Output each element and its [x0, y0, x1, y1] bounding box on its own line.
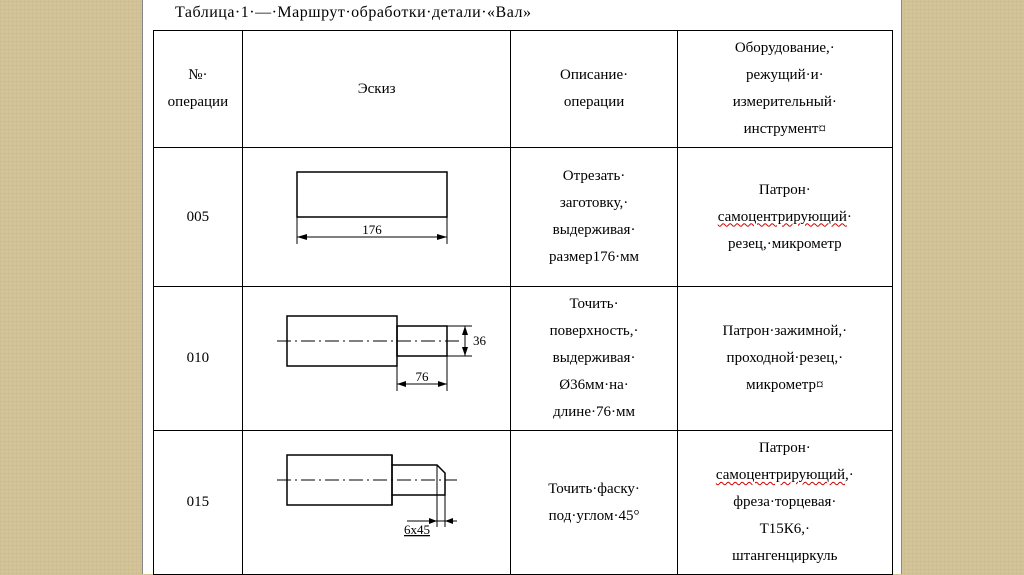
- table-row: 005 176 Отрезать·заготовку,·выдержива: [154, 148, 893, 287]
- cell-desc: Отрезать·заготовку,·выдерживая·размер176…: [511, 148, 677, 287]
- document-page: Таблица·1·—·Маршрут·обработки·детали·«Ва…: [142, 0, 902, 574]
- desc-text: Точить·фаску·под·углом·45°: [548, 481, 640, 524]
- cell-op: 015: [154, 431, 243, 575]
- routing-table: №·операции Эскиз Описание·операции Обору…: [153, 30, 893, 575]
- desc-text: Точить·поверхность,·выдерживая·Ø36мм·на·…: [550, 296, 639, 420]
- header-op: №·операции: [154, 31, 243, 148]
- dim-76: 76: [415, 369, 429, 384]
- sketch-010: 36 76: [249, 291, 505, 426]
- equip-pre: Патрон·зажимной,·проходной·резец,·микром…: [722, 323, 847, 393]
- header-sketch-text: Эскиз: [358, 81, 396, 97]
- cell-sketch: 6x45: [242, 431, 511, 575]
- dim-36: 36: [473, 333, 487, 348]
- desc-text: Отрезать·заготовку,·выдерживая·размер176…: [549, 168, 639, 265]
- cell-sketch: 36 76: [242, 287, 511, 431]
- header-desc: Описание·операции: [511, 31, 677, 148]
- table-row: 010 3: [154, 287, 893, 431]
- equip-red: самоцентрирующий: [718, 209, 847, 225]
- equip-red: самоцентрирующий: [716, 467, 845, 483]
- header-equip: Оборудование,·режущий·и·измерительный·ин…: [677, 31, 892, 148]
- dim-chamfer: 6x45: [404, 522, 430, 537]
- cell-desc: Точить·фаску·под·углом·45°: [511, 431, 677, 575]
- header-op-text: №·операции: [168, 67, 228, 110]
- table-header-row: №·операции Эскиз Описание·операции Обору…: [154, 31, 893, 148]
- sketch-005: 176: [249, 152, 505, 282]
- header-sketch: Эскиз: [242, 31, 511, 148]
- equip-pre: Патрон·: [759, 182, 811, 198]
- cell-sketch: 176: [242, 148, 511, 287]
- cell-equip: Патрон·самоцентрирующий,·фреза·торцевая·…: [677, 431, 892, 575]
- op-number: 015: [187, 494, 210, 510]
- cell-op: 010: [154, 287, 243, 431]
- cell-desc: Точить·поверхность,·выдерживая·Ø36мм·на·…: [511, 287, 677, 431]
- header-equip-text: Оборудование,·режущий·и·измерительный·ин…: [733, 40, 837, 137]
- table-row: 015: [154, 431, 893, 575]
- cell-op: 005: [154, 148, 243, 287]
- op-number: 005: [187, 209, 210, 225]
- op-number: 010: [187, 350, 210, 366]
- table-caption: Таблица·1·—·Маршрут·обработки·детали·«Ва…: [175, 4, 531, 22]
- header-desc-text: Описание·операции: [560, 67, 628, 110]
- sketch-015: 6x45: [249, 435, 505, 570]
- equip-pre: Патрон·: [759, 440, 811, 456]
- dim-176: 176: [362, 222, 382, 237]
- cell-equip: Патрон·самоцентрирующий·резец,·микрометр: [677, 148, 892, 287]
- cell-equip: Патрон·зажимной,·проходной·резец,·микром…: [677, 287, 892, 431]
